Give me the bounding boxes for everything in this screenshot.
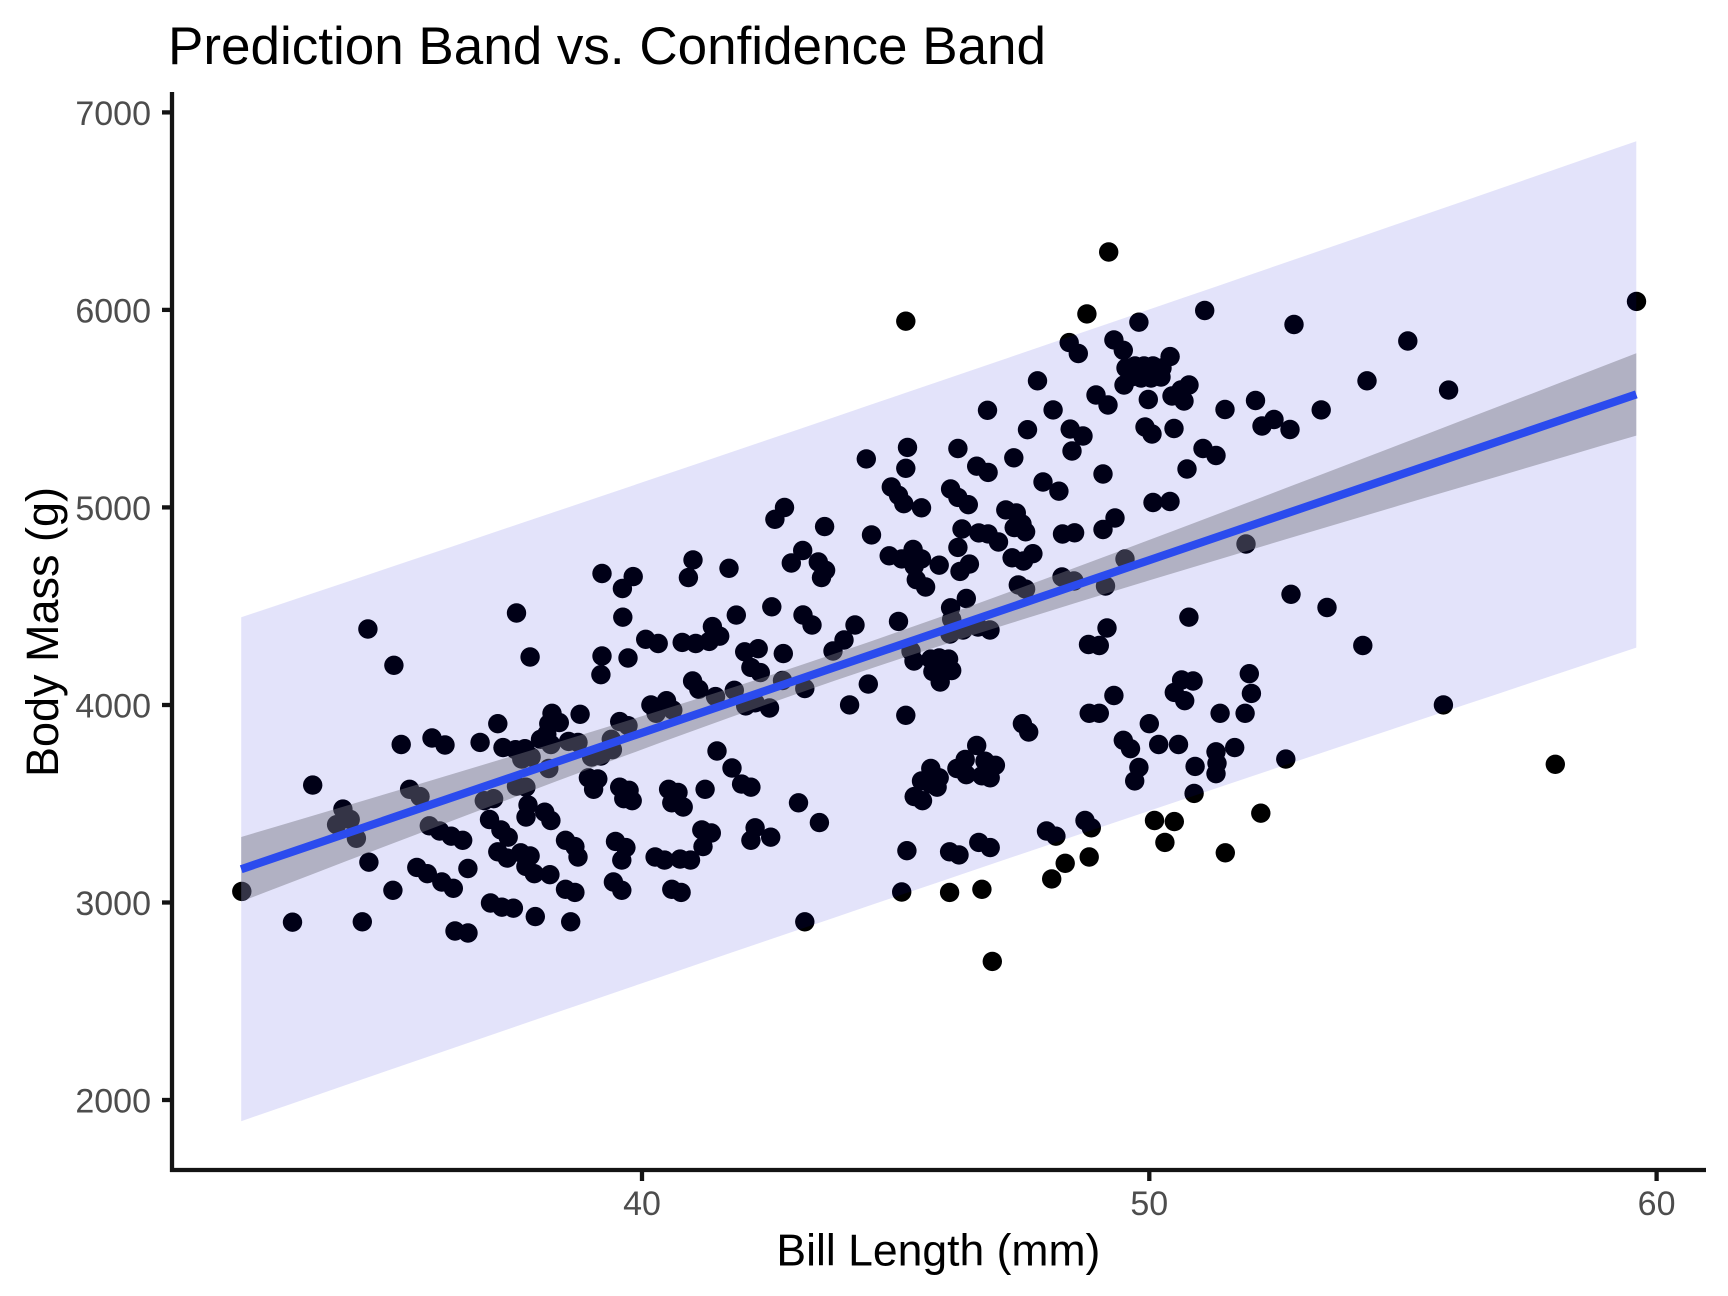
svg-text:3000: 3000 (75, 885, 151, 923)
svg-text:5000: 5000 (75, 490, 151, 528)
svg-text:40: 40 (623, 1185, 661, 1223)
svg-text:2000: 2000 (75, 1083, 151, 1121)
svg-text:60: 60 (1638, 1185, 1676, 1223)
svg-text:7000: 7000 (75, 95, 151, 133)
svg-text:50: 50 (1130, 1185, 1168, 1223)
svg-text:Prediction Band vs. Confidence: Prediction Band vs. Confidence Band (168, 17, 1046, 76)
svg-text:6000: 6000 (75, 292, 151, 330)
svg-text:Bill Length (mm): Bill Length (mm) (776, 1227, 1100, 1276)
svg-text:Body Mass (g): Body Mass (g) (17, 487, 68, 777)
svg-text:4000: 4000 (75, 688, 151, 726)
